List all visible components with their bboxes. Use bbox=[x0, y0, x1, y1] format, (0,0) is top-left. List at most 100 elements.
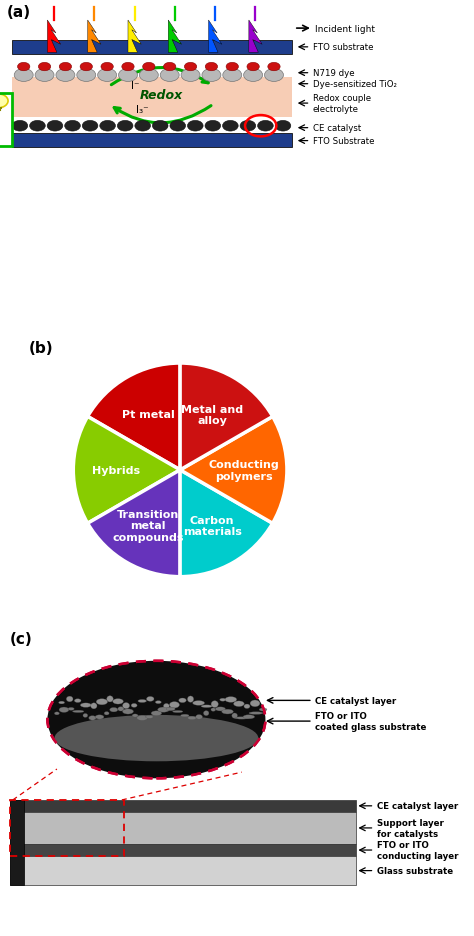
Circle shape bbox=[164, 64, 176, 72]
Ellipse shape bbox=[96, 700, 108, 704]
Ellipse shape bbox=[55, 715, 258, 762]
Ellipse shape bbox=[243, 714, 255, 720]
Bar bbox=[10, 800, 24, 885]
Circle shape bbox=[101, 64, 113, 72]
Bar bbox=[12, 78, 292, 118]
Bar bbox=[10, 856, 356, 885]
Text: FTO or ITO
conducting layer: FTO or ITO conducting layer bbox=[377, 841, 458, 860]
Ellipse shape bbox=[153, 700, 164, 705]
Circle shape bbox=[188, 122, 203, 132]
Ellipse shape bbox=[106, 697, 114, 701]
Ellipse shape bbox=[47, 661, 265, 779]
Circle shape bbox=[223, 69, 242, 82]
Ellipse shape bbox=[250, 701, 260, 706]
Ellipse shape bbox=[177, 698, 188, 703]
Circle shape bbox=[205, 122, 221, 132]
Circle shape bbox=[170, 122, 186, 132]
Ellipse shape bbox=[193, 716, 205, 718]
Circle shape bbox=[12, 122, 27, 132]
Text: (b): (b) bbox=[28, 341, 53, 356]
Ellipse shape bbox=[50, 712, 64, 715]
Ellipse shape bbox=[59, 709, 69, 711]
Ellipse shape bbox=[131, 704, 137, 708]
Text: I⁻: I⁻ bbox=[131, 80, 139, 91]
Ellipse shape bbox=[128, 715, 142, 717]
Circle shape bbox=[80, 64, 92, 72]
Text: (c): (c) bbox=[9, 632, 32, 647]
Circle shape bbox=[160, 69, 179, 82]
Polygon shape bbox=[209, 21, 222, 53]
Ellipse shape bbox=[150, 711, 163, 716]
Ellipse shape bbox=[94, 716, 105, 719]
Circle shape bbox=[14, 69, 33, 82]
Wedge shape bbox=[180, 364, 273, 471]
Circle shape bbox=[244, 69, 263, 82]
Text: I₃⁻: I₃⁻ bbox=[136, 105, 148, 115]
Circle shape bbox=[264, 69, 283, 82]
Ellipse shape bbox=[186, 697, 195, 702]
Circle shape bbox=[205, 64, 218, 72]
Ellipse shape bbox=[238, 716, 246, 721]
Ellipse shape bbox=[135, 717, 149, 719]
Text: FTO Substrate: FTO Substrate bbox=[313, 137, 374, 146]
Circle shape bbox=[240, 122, 256, 132]
Circle shape bbox=[202, 69, 221, 82]
Ellipse shape bbox=[165, 708, 176, 710]
Ellipse shape bbox=[219, 697, 227, 703]
Ellipse shape bbox=[161, 708, 166, 712]
Ellipse shape bbox=[256, 708, 270, 712]
Ellipse shape bbox=[72, 698, 83, 704]
Polygon shape bbox=[47, 21, 61, 53]
Bar bbox=[10, 800, 356, 812]
Text: (a): (a) bbox=[7, 5, 31, 20]
Ellipse shape bbox=[65, 696, 74, 702]
Text: Transition
metal
compounds: Transition metal compounds bbox=[112, 509, 184, 542]
Text: Carbon
materials: Carbon materials bbox=[183, 515, 242, 536]
Circle shape bbox=[153, 122, 168, 132]
Ellipse shape bbox=[224, 710, 231, 714]
Text: FTO substrate: FTO substrate bbox=[313, 43, 374, 52]
Circle shape bbox=[0, 95, 8, 109]
Ellipse shape bbox=[123, 704, 129, 708]
Ellipse shape bbox=[171, 702, 178, 709]
Polygon shape bbox=[128, 21, 141, 53]
Circle shape bbox=[56, 69, 75, 82]
Ellipse shape bbox=[162, 703, 171, 709]
Ellipse shape bbox=[89, 703, 99, 709]
Circle shape bbox=[77, 69, 96, 82]
Circle shape bbox=[64, 122, 80, 132]
Text: N719 dye: N719 dye bbox=[313, 69, 355, 78]
Ellipse shape bbox=[231, 714, 238, 718]
Circle shape bbox=[139, 69, 158, 82]
Wedge shape bbox=[180, 471, 273, 577]
Text: Hybrids: Hybrids bbox=[92, 465, 140, 475]
Bar bbox=[10, 800, 124, 856]
Ellipse shape bbox=[225, 698, 237, 701]
Ellipse shape bbox=[144, 715, 155, 720]
Ellipse shape bbox=[104, 712, 109, 715]
Text: CE catalyst: CE catalyst bbox=[313, 124, 361, 133]
Circle shape bbox=[223, 122, 238, 132]
Text: Dye-sensitized TiO₂: Dye-sensitized TiO₂ bbox=[313, 80, 397, 89]
Ellipse shape bbox=[196, 701, 201, 706]
Ellipse shape bbox=[81, 714, 90, 717]
Circle shape bbox=[35, 69, 54, 82]
Ellipse shape bbox=[249, 711, 263, 715]
Ellipse shape bbox=[216, 708, 225, 710]
Bar bbox=[12, 41, 292, 55]
Bar bbox=[10, 844, 356, 856]
Circle shape bbox=[226, 64, 238, 72]
Ellipse shape bbox=[72, 709, 85, 713]
Ellipse shape bbox=[121, 710, 135, 713]
Circle shape bbox=[181, 69, 200, 82]
Ellipse shape bbox=[145, 696, 155, 702]
Circle shape bbox=[98, 69, 117, 82]
Wedge shape bbox=[88, 364, 180, 471]
Text: Redox couple
electrolyte: Redox couple electrolyte bbox=[313, 95, 371, 113]
Ellipse shape bbox=[110, 709, 117, 711]
Ellipse shape bbox=[116, 707, 126, 711]
Ellipse shape bbox=[201, 705, 212, 709]
Wedge shape bbox=[88, 471, 180, 578]
Circle shape bbox=[143, 64, 155, 72]
Ellipse shape bbox=[209, 708, 218, 712]
